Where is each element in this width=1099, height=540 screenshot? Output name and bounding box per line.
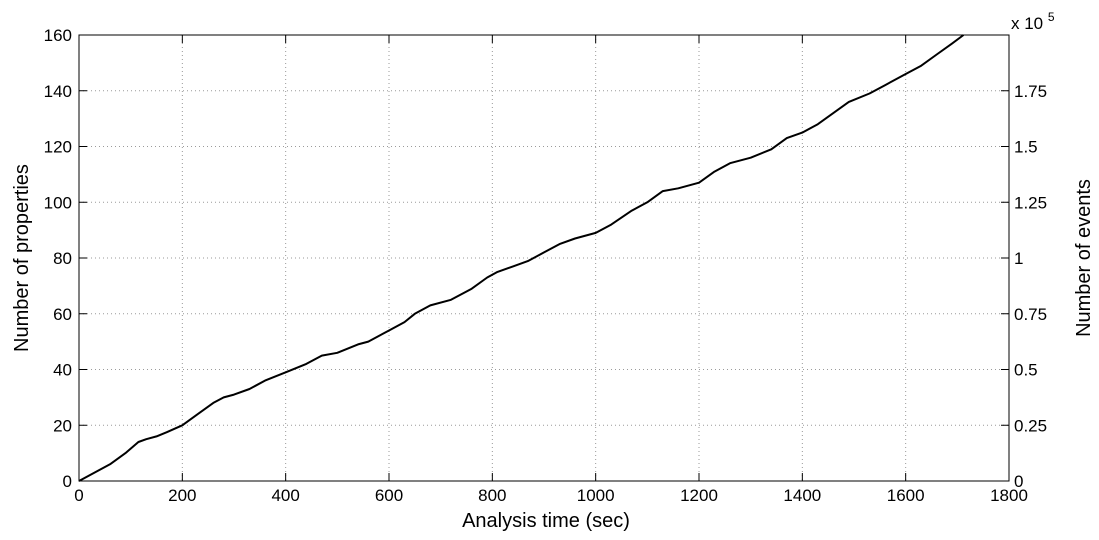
y2-tick-label: 0 <box>1014 472 1023 491</box>
x-tick-label: 400 <box>271 486 299 505</box>
y-tick-label: 80 <box>53 249 72 268</box>
x-tick-label: 1200 <box>680 486 718 505</box>
y2-tick-label: 1.75 <box>1014 82 1047 101</box>
y2-multiplier-exponent: 5 <box>1048 10 1055 24</box>
grid <box>79 35 1009 481</box>
y2-tick-label: 1 <box>1014 249 1023 268</box>
series-layer <box>78 34 965 482</box>
y2-multiplier: x 10 5 <box>1011 10 1055 33</box>
y2-tick-label: 1.5 <box>1014 138 1038 157</box>
y-tick-label: 20 <box>53 416 72 435</box>
y2-multiplier-base: x 10 <box>1011 14 1043 33</box>
y-tick-label: 140 <box>44 82 72 101</box>
y2-tick-label: 0.25 <box>1014 416 1047 435</box>
x-tick-label: 800 <box>478 486 506 505</box>
x-tick-label: 1800 <box>990 486 1028 505</box>
x-tick-label: 200 <box>168 486 196 505</box>
y-tick-label: 160 <box>44 26 72 45</box>
y2-axis-title: Number of events <box>1073 179 1095 337</box>
x-tick-label: 0 <box>74 486 83 505</box>
y2-tick-label: 0.75 <box>1014 305 1047 324</box>
y2-tick-label: 1.25 <box>1014 193 1047 212</box>
x-tick-label: 1600 <box>887 486 925 505</box>
ticks <box>78 34 1010 482</box>
x-axis-title: Analysis time (sec) <box>462 510 630 532</box>
y2-tick-label: 0.5 <box>1014 361 1038 380</box>
y-tick-label: 100 <box>44 193 72 212</box>
x-tick-label: 1000 <box>577 486 615 505</box>
y-tick-label: 120 <box>44 138 72 157</box>
series-line <box>78 34 965 482</box>
x-tick-label: 1400 <box>783 486 821 505</box>
x-tick-label: 600 <box>375 486 403 505</box>
y-tick-label: 0 <box>63 472 72 491</box>
y-axis-title: Number of properties <box>11 164 33 352</box>
tick-labels: 0 200 400 600 800 1000 1200 1400 1600 18000204060… <box>44 26 1047 505</box>
y-tick-label: 60 <box>53 305 72 324</box>
y-tick-label: 40 <box>53 361 72 380</box>
